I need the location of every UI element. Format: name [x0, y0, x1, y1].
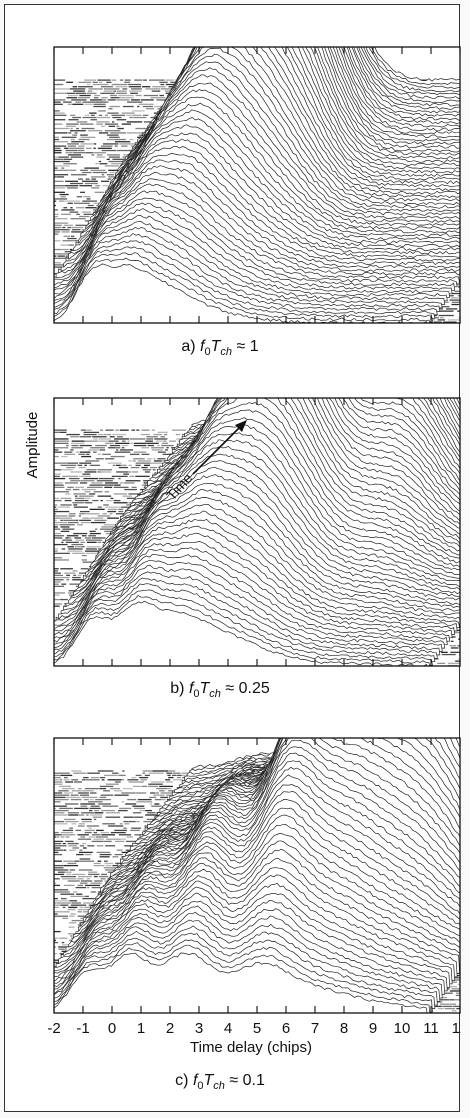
- waterfall-traces: [54, 738, 460, 1013]
- caption-value: ≈ 0.1: [225, 1072, 265, 1089]
- x-tick-labels: -2-10123456789101112: [47, 1020, 461, 1037]
- x-tick-label: 12: [452, 1020, 461, 1037]
- x-tick-label: 11: [423, 1020, 439, 1037]
- caption-letter: c): [175, 1072, 193, 1089]
- x-tick-label: 6: [282, 1020, 290, 1037]
- waterfall-trace: [54, 952, 428, 1013]
- waterfall-traces: [54, 47, 460, 323]
- y-axis-label: Amplitude: [24, 412, 41, 479]
- panel-caption: c) f0Tch ≈ 0.1: [175, 1072, 265, 1092]
- panel-b: b) f0Tch ≈ 0.25: [53, 397, 461, 700]
- x-tick-label: -1: [76, 1020, 89, 1037]
- waterfall-trace: [54, 263, 428, 323]
- x-tick-label: 9: [369, 1020, 377, 1037]
- x-tick-label: 1: [137, 1020, 145, 1037]
- x-tick-label: 2: [166, 1020, 174, 1037]
- waterfall-surface: [54, 738, 460, 1013]
- waterfall-figure: a) f0Tch ≈ 1 b) f0Tch ≈ 0.25 c) f0Tch ≈ 0.…: [24, 46, 461, 1092]
- figure-frame: a) f0Tch ≈ 1 b) f0Tch ≈ 0.25 c) f0Tch ≈ 0.…: [4, 4, 461, 1112]
- waterfall-surface: [54, 398, 460, 666]
- x-tick-label: 0: [108, 1020, 116, 1037]
- caption-letter: a): [181, 338, 200, 355]
- caption-value: ≈ 0.25: [221, 680, 270, 697]
- panel-caption: b) f0Tch ≈ 0.25: [170, 680, 270, 700]
- x-tick-label: 8: [340, 1020, 348, 1037]
- x-tick-label: 4: [224, 1020, 232, 1037]
- x-tick-label: 10: [394, 1020, 411, 1037]
- x-tick-label: -2: [47, 1020, 60, 1037]
- plot-frame: [53, 46, 461, 324]
- x-axis-title: Time delay (chips): [190, 1039, 312, 1056]
- x-tick-label: 5: [253, 1020, 261, 1037]
- plot-frame: [53, 737, 461, 1014]
- waterfall-surface: [54, 47, 460, 323]
- top-ticks: [53, 738, 461, 1013]
- waterfall-traces: [54, 398, 460, 666]
- panel-a: a) f0Tch ≈ 1: [53, 46, 461, 358]
- x-tick-label: 3: [195, 1020, 203, 1037]
- waterfall-trace: [54, 600, 428, 666]
- panel-caption: a) f0Tch ≈ 1: [181, 338, 258, 358]
- panel-c: c) f0Tch ≈ 0.1: [53, 737, 461, 1092]
- x-tick-label: 7: [311, 1020, 319, 1037]
- caption-letter: b): [170, 680, 189, 697]
- plot-frame: [53, 397, 461, 667]
- caption-value: ≈ 1: [232, 338, 259, 355]
